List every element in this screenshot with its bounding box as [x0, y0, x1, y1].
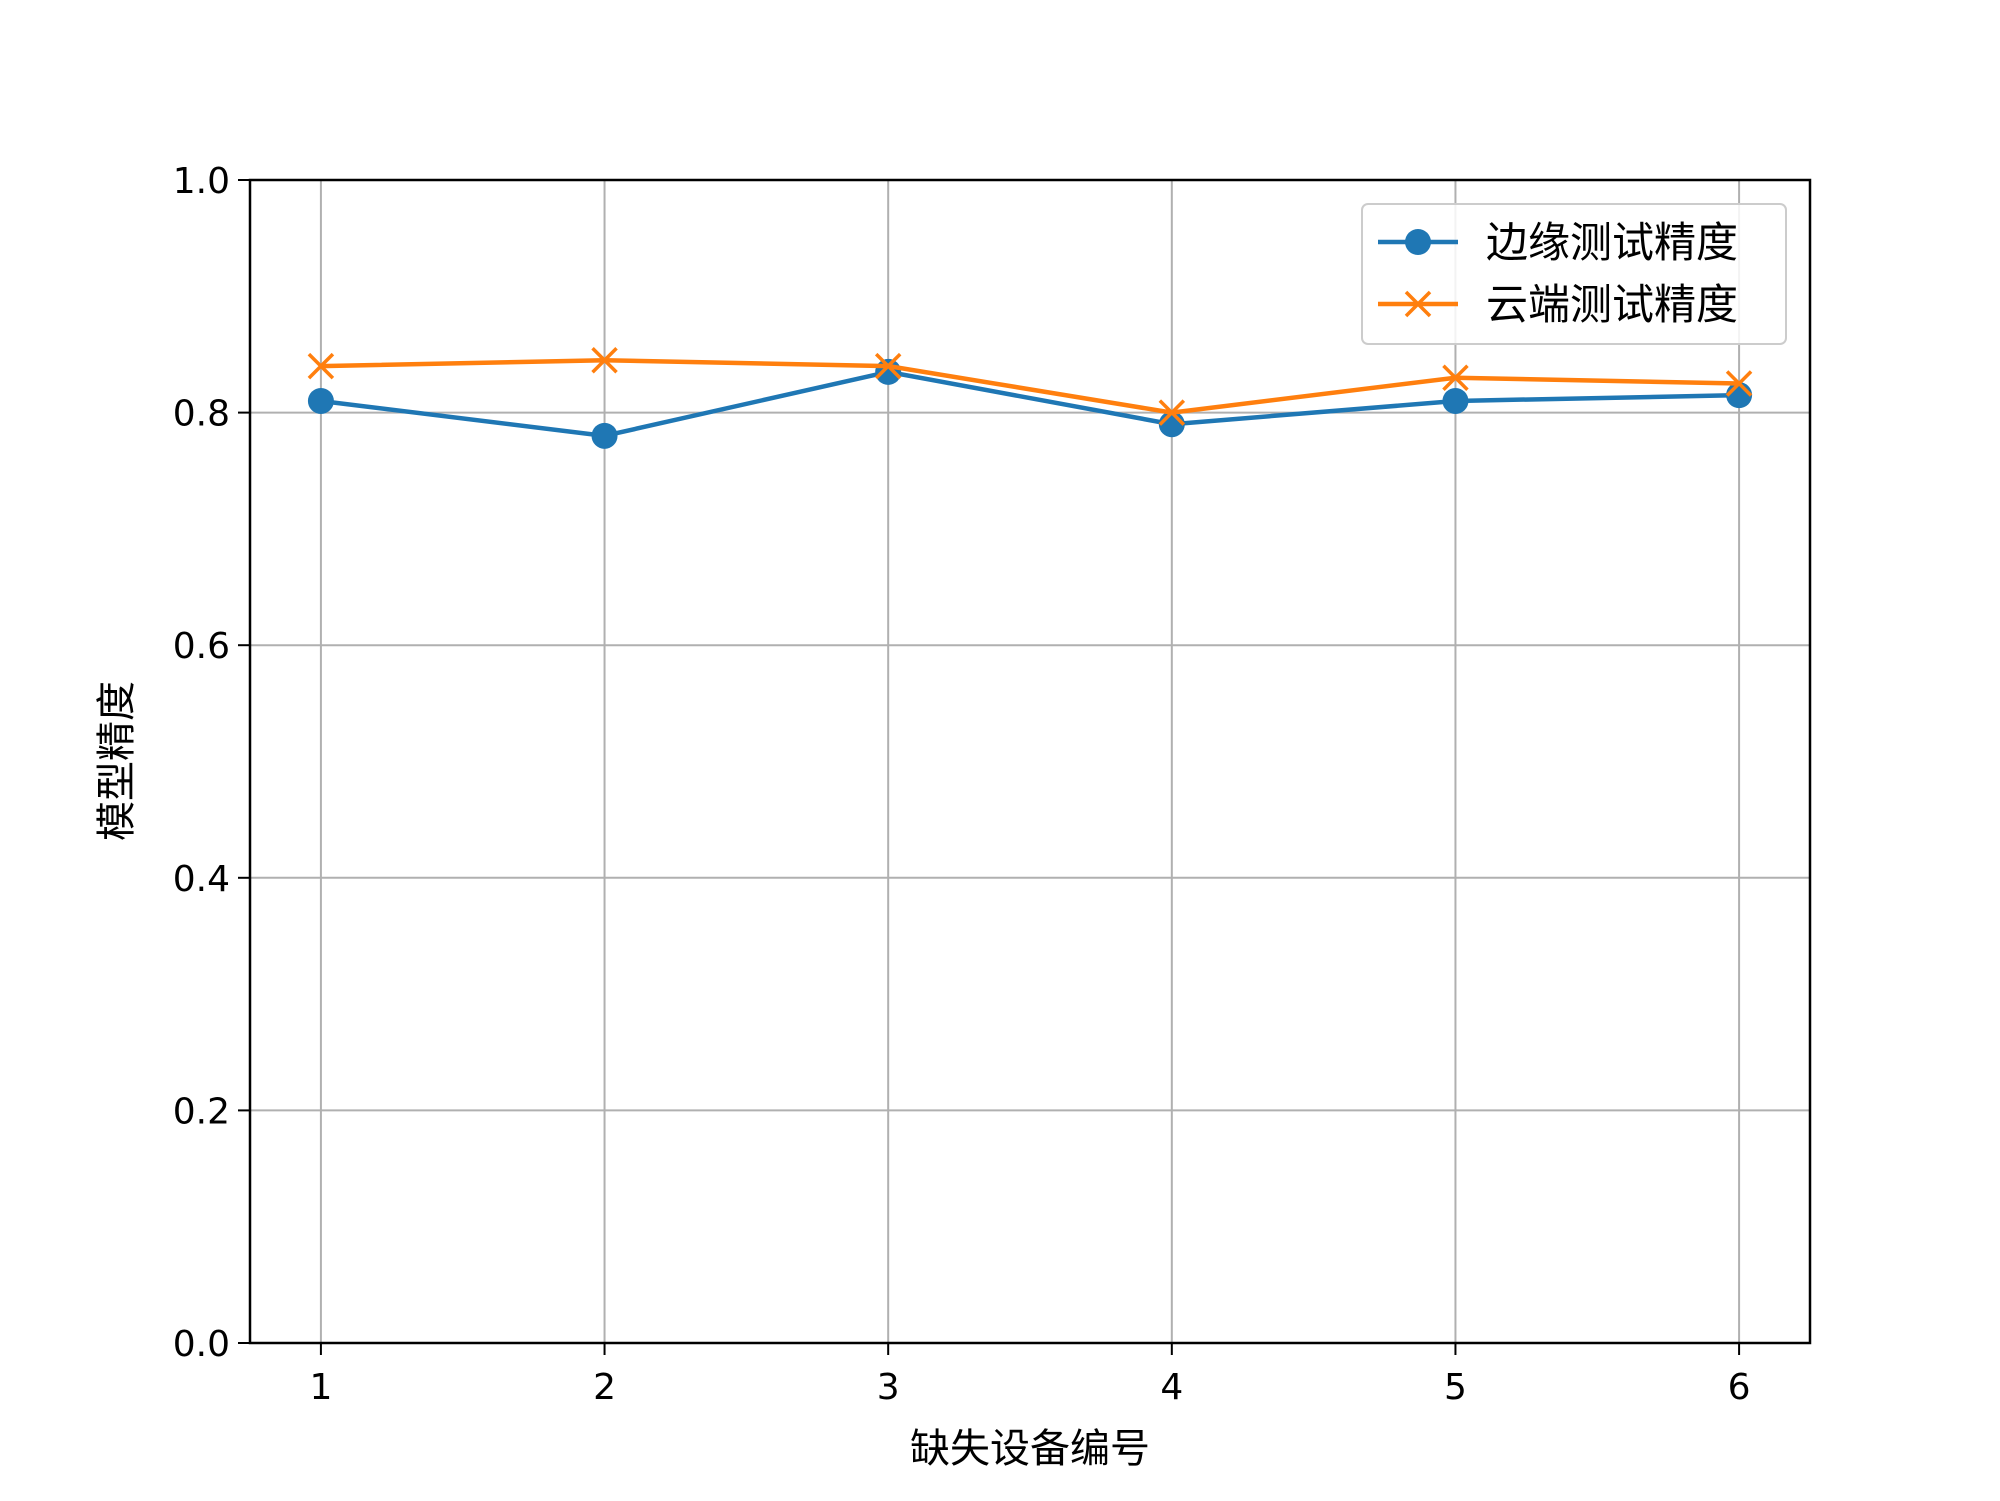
legend-box: [1361, 203, 1787, 345]
data-point: [875, 358, 902, 385]
marker-stroke: [591, 347, 618, 374]
data-point: [1158, 411, 1185, 438]
grid-lines: [250, 179, 1810, 1344]
x-tick-label: 5: [1444, 1367, 1467, 1408]
data-point: [1725, 370, 1753, 397]
series-lines: [307, 347, 1753, 449]
data-point: [1726, 382, 1753, 409]
x-tick-label: 3: [877, 1367, 900, 1408]
x-tick-label: 1: [309, 1367, 332, 1408]
legend-swatch-marker: [1404, 290, 1432, 318]
y-tick-label: 0.4: [173, 859, 230, 900]
series-2: [307, 347, 1753, 426]
marker-stroke: [1404, 290, 1432, 318]
y-tick-label: 0.0: [173, 1324, 230, 1365]
legend-entry: 云端测试精度: [1378, 280, 1738, 329]
x-tick-label: 4: [1160, 1367, 1183, 1408]
legend-swatch-marker: [1405, 229, 1431, 255]
marker-stroke: [874, 352, 902, 380]
axis-ticks: 1 2 3 4 5 6 0.0 0.2 0.4 0.6 0.8 1.0: [173, 161, 1751, 1408]
y-tick-label: 0.2: [173, 1091, 230, 1132]
y-tick-label: 1.0: [173, 161, 230, 202]
y-axis-label: 模型精度: [94, 681, 140, 841]
marker-stroke: [1158, 399, 1186, 426]
x-tick-label: 6: [1728, 1367, 1751, 1408]
series-line: [320, 369, 1740, 439]
data-point: [307, 352, 335, 380]
legend-label: 边缘测试精度: [1486, 218, 1738, 267]
marker-stroke: [1725, 370, 1753, 397]
marker-stroke: [1442, 364, 1469, 391]
x-tick-label: 2: [593, 1367, 616, 1408]
series-1: [307, 358, 1753, 449]
legend-label: 云端测试精度: [1486, 280, 1738, 329]
data-point: [1442, 387, 1469, 414]
plot-frame: [248, 178, 1812, 1345]
data-point: [591, 422, 618, 449]
data-point: [874, 352, 902, 380]
y-tick-label: 0.6: [173, 626, 230, 667]
x-axis-label: 缺失设备编号: [910, 1426, 1150, 1472]
series-line: [320, 358, 1740, 415]
data-point: [1442, 364, 1469, 391]
data-point: [307, 387, 334, 414]
data-point: [1158, 399, 1186, 426]
data-point: [591, 347, 618, 374]
marker-stroke: [307, 352, 335, 380]
y-tick-label: 0.8: [173, 394, 230, 435]
legend-entry: 边缘测试精度: [1378, 218, 1738, 267]
